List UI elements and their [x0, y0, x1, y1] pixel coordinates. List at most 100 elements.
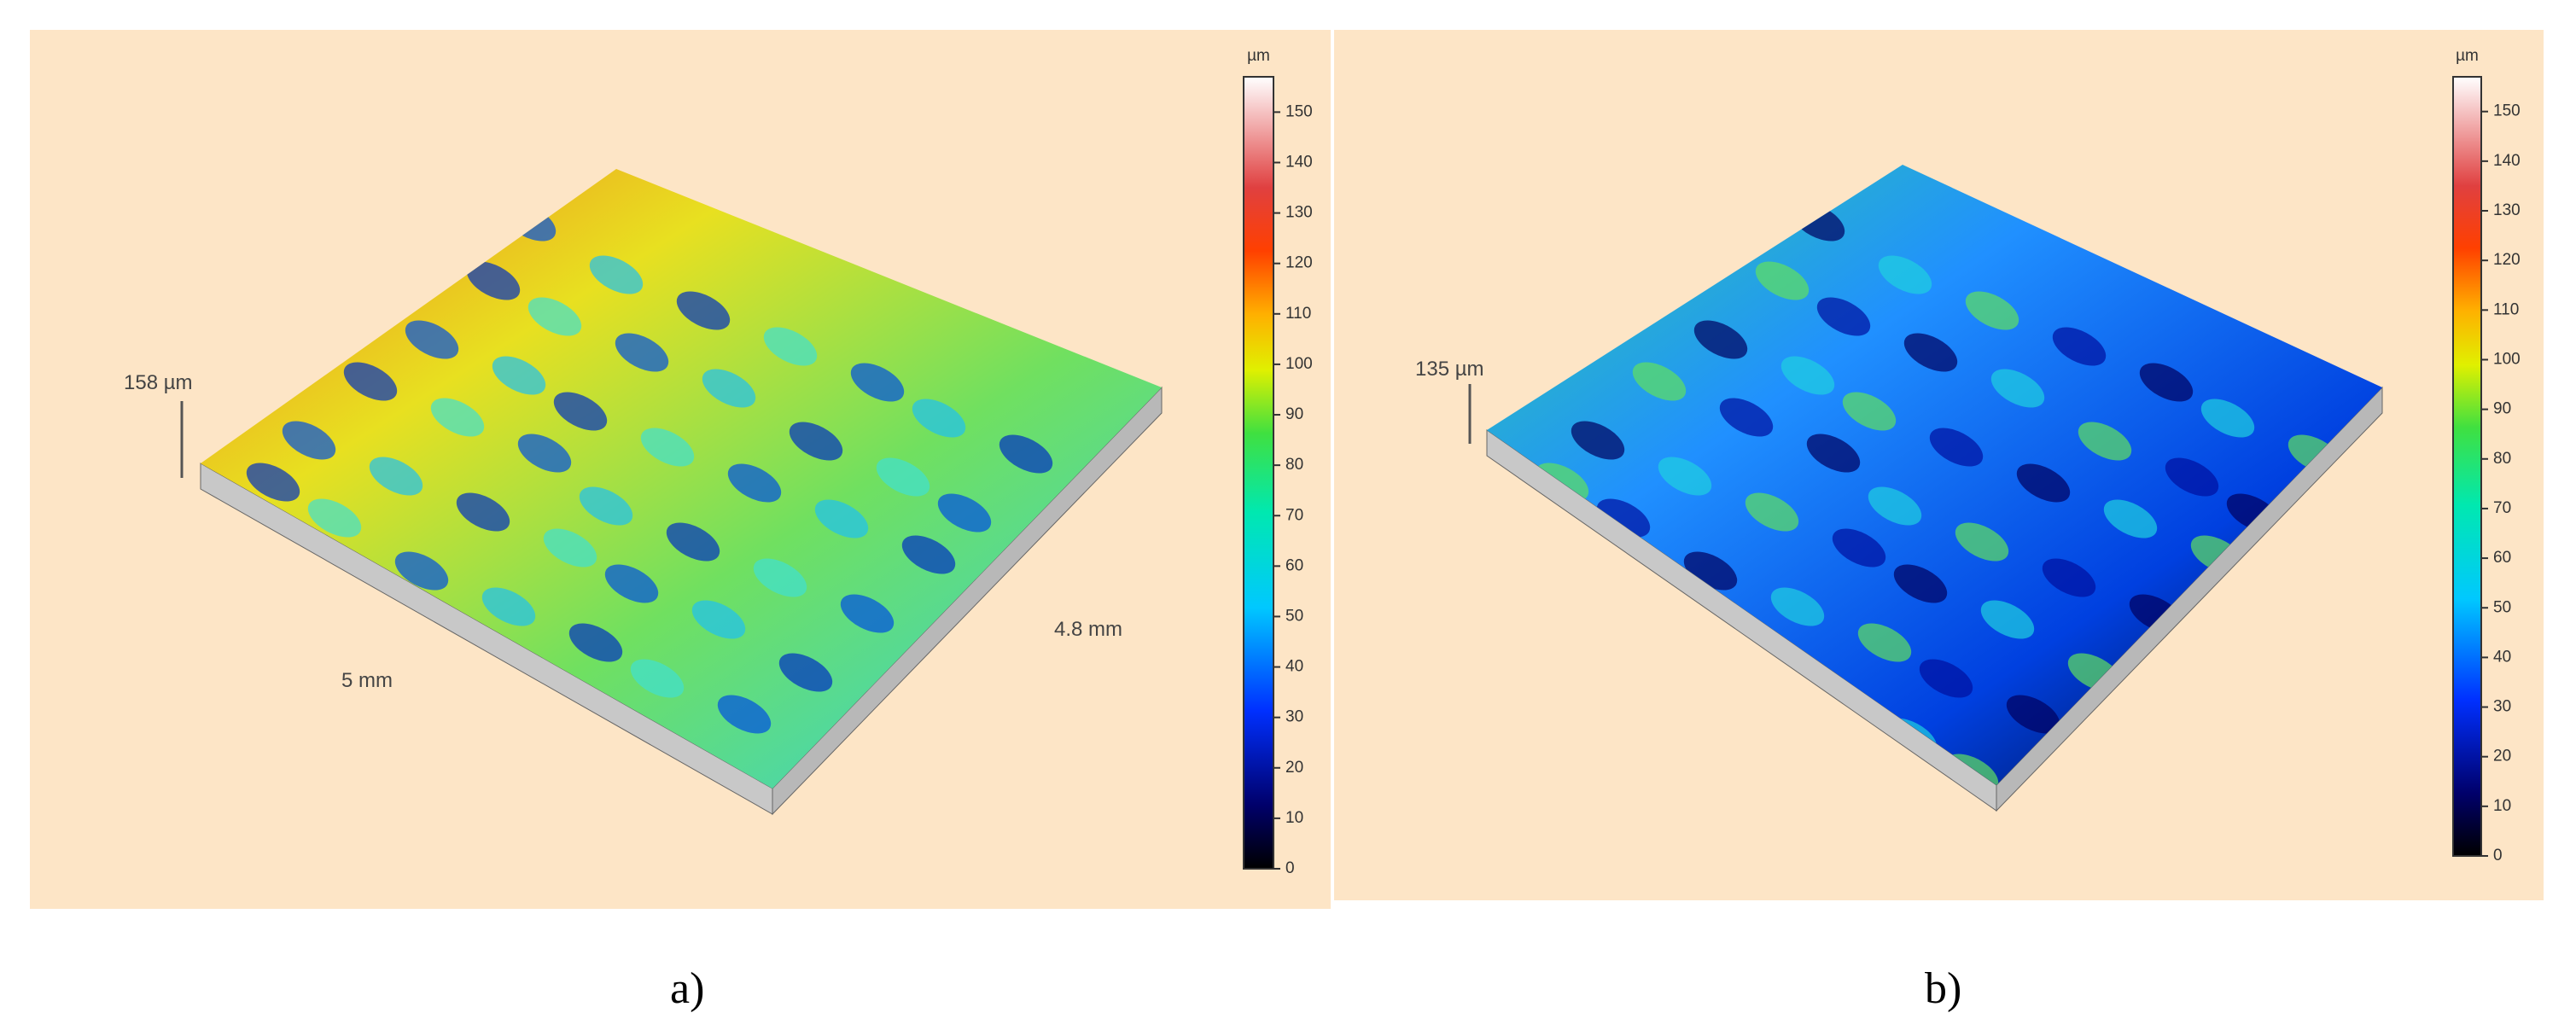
colorbar-tick-label: 100 — [1285, 355, 1313, 373]
surface-pit — [369, 457, 423, 496]
colorbar-tick-label: 140 — [2493, 152, 2521, 170]
surface-pit — [840, 594, 895, 633]
surface-pit — [2139, 363, 2194, 402]
colorbar — [2452, 76, 2482, 857]
surface-pit — [517, 434, 572, 473]
height-label: 158 µm — [124, 371, 193, 394]
surface-pit — [1878, 255, 1932, 294]
colorbar-tick-label: 70 — [1285, 506, 1303, 524]
colorbar-tick-label: 110 — [1285, 305, 1311, 323]
surface-pit — [1893, 564, 1948, 603]
colorbar-tick-label: 130 — [1285, 204, 1313, 222]
colorbar-tick-label: 30 — [2493, 698, 2511, 716]
surface-pit — [876, 457, 930, 497]
surface-pit — [691, 600, 746, 639]
surface-pit — [1571, 421, 1625, 460]
surface — [1487, 165, 2382, 785]
surface-pit — [666, 522, 720, 562]
colorbar-tick-label: 40 — [2493, 648, 2511, 666]
colorbar-tick-label: 20 — [1285, 759, 1303, 777]
surface-pit — [2200, 399, 2255, 438]
colorbar-tick-label: 10 — [1285, 809, 1303, 827]
colorbar-tick-label: 80 — [1285, 456, 1303, 474]
colorbar-tick-label: 130 — [2493, 201, 2521, 219]
surface-pit — [2042, 558, 2096, 597]
surface-pit — [937, 493, 992, 533]
surface-pit — [702, 369, 756, 408]
surface-pit — [717, 695, 772, 734]
surface-pit — [676, 291, 731, 330]
surface-pit — [2016, 463, 2071, 503]
surface-pit — [630, 659, 685, 698]
surface-pit — [456, 492, 510, 532]
surface-pit — [343, 362, 398, 401]
colorbar-tick-label: 120 — [2493, 251, 2521, 269]
surface-pit — [466, 261, 521, 300]
surface-pit — [553, 392, 608, 431]
colorbar-tick-label: 70 — [2493, 499, 2511, 517]
surface-pit — [246, 463, 300, 502]
surface-pit — [2052, 327, 2107, 366]
surface-pit — [1770, 587, 1825, 626]
surface-pit — [1745, 492, 1799, 532]
height-label: 135 µm — [1415, 358, 1484, 381]
surface-pit — [1857, 623, 1912, 662]
surface-pit — [778, 653, 833, 692]
colorbar-tick-label: 100 — [2493, 350, 2521, 368]
colorbar-tick-label: 20 — [2493, 748, 2511, 765]
surface-pit — [405, 320, 459, 359]
surface-pit — [1980, 600, 2035, 639]
surface-pit — [1903, 333, 1958, 372]
colorbar-unit: µm — [2456, 47, 2479, 65]
surface-pit — [543, 528, 597, 567]
surface-pit — [1832, 528, 1886, 567]
colorbar-tick-label: 50 — [2493, 598, 2511, 616]
colorbar-tick-label: 60 — [1285, 556, 1303, 574]
surface-pit — [1693, 320, 1748, 359]
caption: b) — [1925, 964, 1961, 1013]
colorbar-tick-label: 50 — [1285, 607, 1303, 625]
surface-pit — [1719, 398, 1774, 437]
colorbar — [1243, 76, 1274, 870]
surface-pit — [568, 623, 623, 662]
surface-pit — [1632, 362, 1687, 401]
colorbar-tick-label: 110 — [2493, 300, 2519, 318]
colorbar-tick-label: 150 — [2493, 102, 2521, 120]
colorbar-tick-label: 150 — [1285, 102, 1313, 120]
surface-pit — [1965, 291, 2019, 330]
slab-side — [772, 386, 1163, 816]
colorbar-tick-label: 90 — [1285, 405, 1303, 423]
surface-pit — [640, 428, 695, 467]
surface-pit — [789, 422, 843, 461]
colorbar-tick-label: 10 — [2493, 797, 2511, 815]
surface-pit — [1842, 392, 1897, 431]
surface-pit — [604, 564, 659, 603]
colorbar-tick-label: 30 — [1285, 708, 1303, 726]
surface-pit — [1868, 486, 1922, 526]
surface-pit — [912, 399, 966, 438]
surface-pit — [2078, 422, 2132, 461]
surface-pit — [615, 333, 669, 372]
surface-pit — [492, 356, 546, 395]
colorbar-tick-label: 0 — [2493, 847, 2503, 864]
surface-pit — [282, 421, 336, 460]
surface-pit — [1816, 297, 1871, 336]
surface-pit — [814, 499, 869, 538]
surface-pit — [753, 558, 807, 597]
surface-pit — [589, 255, 644, 294]
colorbar-unit: µm — [1247, 47, 1270, 65]
colorbar-tick-label: 140 — [1285, 153, 1313, 171]
surface-pit — [2006, 695, 2060, 734]
surface-pit — [527, 297, 582, 336]
surface-pit — [999, 434, 1053, 474]
length-label: 5 mm — [341, 669, 393, 692]
colorbar-tick-label: 90 — [2493, 400, 2511, 418]
surface-pit — [430, 398, 485, 437]
width-label: 4.8 mm — [1054, 618, 1122, 641]
surface-pit — [1658, 457, 1712, 496]
surface — [201, 169, 1162, 789]
surface-pit — [727, 463, 782, 503]
colorbar-tick-label: 120 — [1285, 254, 1313, 272]
surface-pit — [763, 327, 818, 366]
surface-pit — [1990, 369, 2045, 408]
